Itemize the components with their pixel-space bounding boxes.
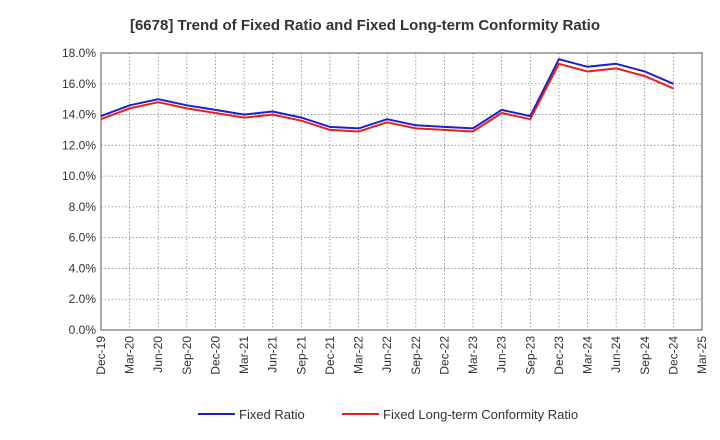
x-tick-label: Mar-21 <box>237 336 251 374</box>
x-tick-label: Sep-22 <box>409 336 423 375</box>
series <box>100 58 674 133</box>
x-tick-label: Dec-19 <box>94 336 108 375</box>
x-tick-label: Jun-22 <box>380 336 394 373</box>
x-tick-label: Mar-22 <box>352 336 366 374</box>
y-tick-label: 14.0% <box>62 108 96 122</box>
x-tick-label: Sep-20 <box>180 336 194 375</box>
y-tick-label: 10.0% <box>62 169 96 183</box>
x-tick-label: Dec-20 <box>208 336 222 375</box>
y-tick-label: 18.0% <box>62 46 96 60</box>
x-tick-label: Dec-22 <box>437 336 451 375</box>
legend-label-1: Fixed Ratio <box>239 407 305 422</box>
y-tick-label: 6.0% <box>69 231 97 245</box>
x-axis-ticks: Dec-19 Mar-20 Jun-20 Sep-20 Dec-20 Mar-21 Jun-… <box>94 336 709 375</box>
x-tick-label: Sep-24 <box>638 336 652 375</box>
y-tick-label: 12.0% <box>62 138 96 152</box>
chart-title: [6678] Trend of Fixed Ratio and Fixed Lo… <box>130 17 600 34</box>
x-tick-label: Jun-24 <box>609 336 623 373</box>
legend: Fixed Ratio Fixed Long-term Conformity Ra… <box>198 407 578 422</box>
axes <box>100 52 703 331</box>
grid <box>101 52 702 330</box>
x-tick-label: Mar-23 <box>466 336 480 374</box>
y-tick-label: 8.0% <box>69 200 97 214</box>
x-tick-label: Jun-23 <box>495 336 509 373</box>
y-tick-label: 0.0% <box>69 323 97 337</box>
y-tick-label: 4.0% <box>69 261 97 275</box>
plot-border <box>100 52 703 331</box>
series-line-2 <box>100 62 674 133</box>
x-tick-label: Mar-20 <box>123 336 137 374</box>
x-tick-label: Dec-21 <box>323 336 337 375</box>
x-tick-label: Mar-24 <box>581 336 595 374</box>
x-tick-label: Sep-21 <box>294 336 308 375</box>
x-tick-label: Jun-20 <box>151 336 165 373</box>
x-tick-label: Dec-24 <box>666 336 680 375</box>
plot-area <box>101 53 702 330</box>
y-axis-ticks: 0.0% 2.0% 4.0% 6.0% 8.0% 10.0% 12.0% 14.0% 16.0%… <box>62 46 96 337</box>
y-tick-label: 2.0% <box>69 292 97 306</box>
series-line-1 <box>100 58 674 130</box>
x-tick-label: Sep-23 <box>523 336 537 375</box>
x-tick-label: Dec-23 <box>552 336 566 375</box>
legend-label-2: Fixed Long-term Conformity Ratio <box>383 407 578 422</box>
x-tick-label: Mar-25 <box>695 336 709 374</box>
x-tick-label: Jun-21 <box>266 336 280 373</box>
y-tick-label: 16.0% <box>62 77 96 91</box>
